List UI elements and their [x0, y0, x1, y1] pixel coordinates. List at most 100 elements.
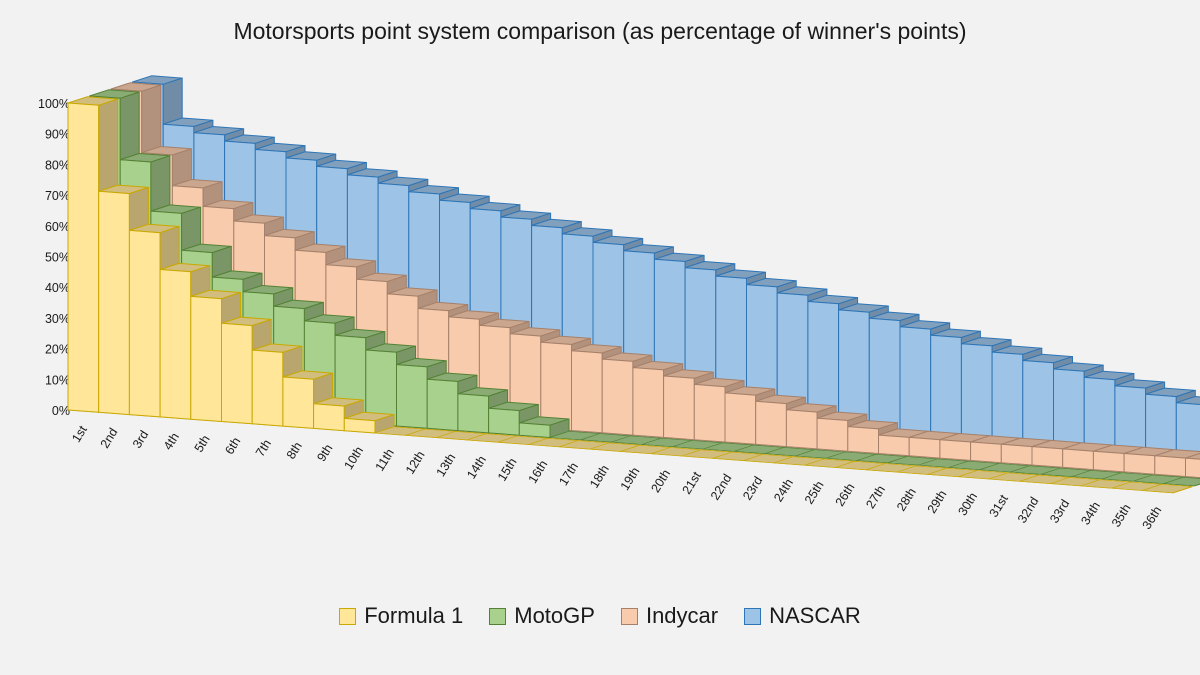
bar-formula1-6: [221, 322, 253, 425]
x-tick-label: 16th: [526, 458, 551, 486]
bar-indycar-32: [1062, 448, 1094, 471]
bar-end-formula1: [1172, 486, 1193, 494]
x-tick-label: 14th: [464, 453, 489, 481]
x-tick-label: 6th: [222, 435, 243, 457]
x-tick-label: 29th: [925, 488, 950, 516]
bar-indycar-28: [939, 439, 972, 461]
bar-top-indycar: [1185, 452, 1200, 460]
x-tick-label: 11th: [373, 446, 397, 473]
x-tick-label: 36th: [1140, 504, 1165, 532]
legend-item-formula1: Formula 1: [339, 603, 463, 629]
bar-side-formula1: [128, 186, 149, 231]
chart-plot: 0% 10% 20% 30% 40% 50% 60% 70% 80% 90% 100% 1st 2nd 3…: [38, 75, 1200, 532]
bar-indycar-27: [908, 436, 941, 459]
bar-motogp-13: [457, 393, 490, 434]
legend-item-motogp: MotoGP: [489, 603, 595, 629]
x-tick-label: 26th: [833, 481, 858, 509]
bar-indycar-33: [1092, 450, 1125, 473]
x-tick-label: 9th: [314, 442, 335, 464]
x-tick-label: 4th: [161, 430, 182, 452]
x-tick-label: 5th: [192, 433, 213, 455]
bar-indycar-23: [785, 409, 818, 450]
bar-indycar-19: [663, 375, 695, 441]
bar-indycar-25: [847, 426, 879, 454]
x-tick-label: 15th: [495, 456, 520, 484]
x-tick-label: 20th: [648, 467, 673, 495]
bar-indycar-36: [1185, 457, 1200, 479]
legend-swatch-nascar: [744, 607, 762, 625]
x-tick-label: 32nd: [1015, 495, 1042, 526]
bar-formula1-8: [282, 376, 315, 429]
bar-top-motogp: [1163, 476, 1200, 487]
legend-swatch-indycar: [620, 607, 638, 625]
y-tick-label: 100%: [38, 97, 70, 111]
x-tick-label: 13th: [434, 451, 459, 479]
legend-swatch-formula1: [339, 607, 357, 625]
x-tick-label: 21st: [680, 469, 705, 497]
x-tick-label: 19th: [618, 465, 643, 493]
legend-label-nascar: NASCAR: [769, 603, 861, 628]
legend-label-motogp: MotoGP: [514, 603, 595, 628]
chart-title: Motorsports point system comparison (as …: [233, 18, 967, 44]
bar-indycar-16: [571, 350, 603, 434]
bar-indycar-20: [693, 383, 726, 443]
bar-side-indycar: [141, 84, 162, 154]
bar-formula1-5: [190, 295, 222, 422]
bar-indycar-29: [970, 441, 1002, 464]
legend-swatch-motogp: [489, 607, 507, 625]
x-tick-label: 22nd: [708, 472, 735, 503]
bar-side-motogp: [119, 91, 140, 161]
x-tick-label: 34th: [1078, 499, 1103, 527]
legend-label-formula1: Formula 1: [364, 603, 464, 628]
x-tick-label: 18th: [587, 462, 612, 490]
x-tick-label: 12th: [403, 449, 428, 477]
y-tick-label: 40%: [45, 281, 70, 295]
x-tick-label: 33rd: [1047, 497, 1072, 526]
legend-label-indycar: Indycar: [645, 603, 719, 628]
x-tick-label: 17th: [556, 460, 581, 488]
bar-formula1-10: [343, 417, 376, 434]
legend-item-nascar: NASCAR: [744, 603, 861, 629]
x-tick-label: 7th: [253, 437, 274, 459]
x-tick-label: 31st: [987, 492, 1012, 520]
x-tick-label: 23rd: [740, 474, 765, 503]
x-tick-label: 28th: [894, 485, 919, 513]
x-tick-label: 30th: [955, 490, 980, 518]
bar-indycar-31: [1031, 446, 1064, 468]
bar-side-nascar: [162, 77, 183, 125]
y-tick-label: 80%: [45, 158, 70, 172]
x-tick-label: 25th: [802, 479, 827, 507]
chart-legend: Formula 1 MotoGP Indycar NASCAR: [0, 603, 1200, 629]
bar-formula1-4: [159, 269, 192, 420]
y-tick-label: 20%: [45, 343, 70, 357]
y-tick-label: 50%: [45, 251, 70, 265]
bar-indycar-21: [724, 392, 757, 445]
x-tick-label: 2nd: [98, 426, 121, 451]
y-tick-label: 0%: [52, 404, 70, 418]
x-tick-label: 3rd: [130, 428, 151, 451]
y-tick-label: 90%: [45, 128, 70, 142]
x-tick-label: 24th: [771, 476, 796, 504]
bar-indycar-35: [1154, 455, 1186, 477]
x-tick-label: 27th: [863, 483, 888, 511]
bar-indycar-17: [601, 358, 634, 436]
bar-indycar-22: [755, 400, 787, 448]
bar-motogp-14: [488, 407, 520, 436]
x-tick-label: 10th: [341, 444, 366, 472]
legend-item-indycar: Indycar: [620, 603, 719, 629]
x-tick-label: 1st: [69, 423, 90, 445]
y-tick-label: 60%: [45, 220, 70, 234]
bar-formula1-1: [67, 102, 100, 413]
bar-motogp-15: [518, 422, 551, 438]
bar-formula1-2: [98, 190, 130, 416]
bar-motogp-11: [396, 364, 428, 429]
bar-indycar-30: [1000, 443, 1033, 466]
bar-side-formula1: [159, 226, 180, 270]
x-tick-label: 35th: [1109, 502, 1134, 530]
bar-side-formula1: [98, 98, 119, 192]
bar-formula1-3: [128, 229, 161, 418]
y-tick-label: 70%: [45, 189, 70, 203]
bar-indycar-24: [816, 417, 849, 452]
x-tick-label: 8th: [284, 439, 305, 461]
bar-indycar-26: [878, 434, 910, 457]
